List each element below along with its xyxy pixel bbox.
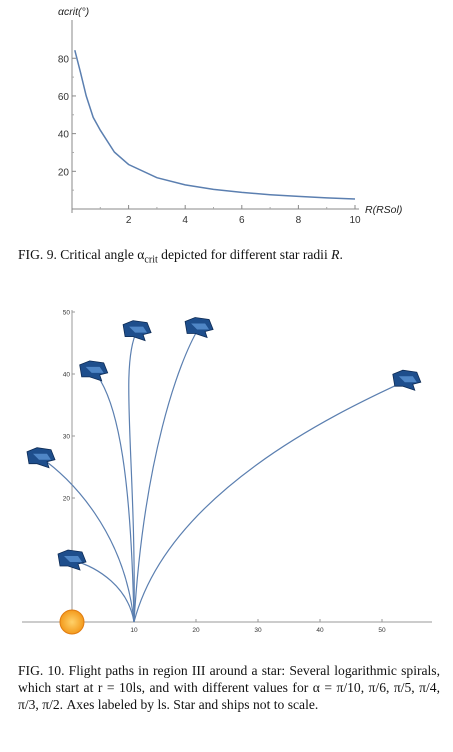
y-tick-label: 50 — [63, 310, 71, 317]
x-tick-label: 40 — [316, 627, 324, 634]
chart9-axes — [71, 20, 359, 213]
x-tick-label: 10 — [130, 627, 138, 634]
ship-icon — [184, 317, 214, 339]
chart9-labels: 2 4 6 8 10 20 40 60 80 αcrit(°) R(RSol) — [58, 6, 402, 226]
flight-paths-chart: 10203040501020304050 — [22, 310, 432, 635]
figure-10: 10203040501020304050 — [0, 300, 453, 660]
ship-detail — [64, 556, 82, 562]
ship-detail — [191, 323, 210, 330]
ship-icon — [26, 447, 56, 469]
ship-detail — [129, 326, 148, 333]
y-tick-label: 20 — [58, 167, 70, 178]
x-tick-label: 6 — [239, 215, 245, 226]
y-tick-label: 60 — [58, 92, 70, 103]
chart10-axes: 10203040501020304050 — [22, 310, 432, 634]
y-tick-label: 40 — [58, 130, 70, 141]
y-tick-label: 40 — [63, 372, 71, 379]
spiral-path — [71, 559, 135, 623]
ship-detail — [85, 366, 104, 373]
spiral-path — [40, 457, 135, 623]
x-tick-label: 10 — [349, 215, 361, 226]
critical-angle-chart: 2 4 6 8 10 20 40 60 80 αcrit(°) R(RSol) — [58, 6, 402, 226]
x-axis-label: R(RSol) — [365, 204, 402, 216]
ships-group — [26, 317, 422, 571]
y-axis-label: αcrit(°) — [58, 6, 89, 18]
x-tick-label: 20 — [192, 627, 200, 634]
ship-icon — [79, 360, 109, 382]
spiral-path — [128, 330, 138, 623]
spiral-path — [133, 327, 200, 623]
y-tick-label: 80 — [58, 54, 70, 65]
x-tick-label: 8 — [296, 215, 302, 226]
y-tick-label: 30 — [63, 434, 71, 441]
chart10-spirals — [40, 327, 408, 623]
spiral-path — [133, 379, 408, 623]
ship-icon — [122, 320, 152, 342]
ship-icon — [57, 549, 87, 571]
x-tick-label: 50 — [378, 627, 386, 634]
critical-angle-curve — [74, 50, 356, 200]
sun-icon — [59, 609, 85, 635]
ship-icon — [392, 369, 422, 391]
sun-disc — [59, 609, 85, 635]
x-tick-label: 2 — [126, 215, 132, 226]
chart9-series — [74, 50, 356, 200]
ship-detail — [33, 453, 51, 460]
figure-10-caption: FIG. 10. Flight paths in region III arou… — [18, 663, 440, 712]
spiral-path — [93, 370, 135, 623]
y-tick-label: 20 — [63, 496, 71, 503]
x-tick-label: 4 — [182, 215, 188, 226]
figure-9-caption: FIG. 9. Critical angle αcrit depicted fo… — [18, 247, 343, 266]
ship-detail — [398, 376, 417, 383]
figure-9: 2 4 6 8 10 20 40 60 80 αcrit(°) R(RSol) — [0, 0, 453, 240]
x-tick-label: 30 — [254, 627, 262, 634]
